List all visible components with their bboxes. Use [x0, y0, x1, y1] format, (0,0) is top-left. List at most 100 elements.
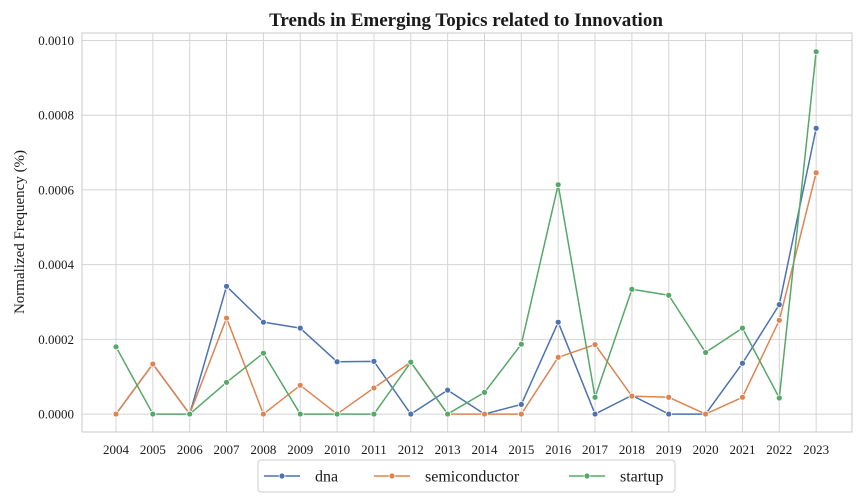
data-point-dna: [259, 318, 267, 326]
x-tick-label: 2006: [177, 442, 204, 457]
y-axis-label: Normalized Frequency (%): [12, 150, 28, 314]
data-point-startup: [296, 410, 304, 418]
legend-box: [257, 459, 676, 493]
data-point-dna: [407, 410, 415, 418]
data-point-startup: [591, 393, 599, 401]
data-point-semiconductor: [517, 410, 525, 418]
chart-title: Trends in Emerging Topics related to Inn…: [269, 10, 663, 31]
x-tick-label: 2011: [361, 442, 387, 457]
data-point-semiconductor: [591, 341, 599, 348]
data-point-startup: [223, 378, 230, 386]
data-point-dna: [665, 410, 673, 418]
legend-label: dna: [315, 469, 338, 486]
y-tick-label: 0.0002: [38, 332, 74, 347]
series-semiconductor: [112, 169, 820, 418]
x-tick-label: 2012: [398, 442, 424, 457]
data-point-semiconductor: [665, 393, 673, 401]
data-point-semiconductor: [259, 410, 267, 418]
data-point-semiconductor: [370, 384, 378, 392]
x-tick-label: 2009: [287, 442, 313, 457]
data-point-startup: [186, 410, 194, 418]
x-tick-label: 2008: [250, 442, 276, 457]
data-point-startup: [517, 340, 525, 348]
data-point-dna: [812, 124, 820, 132]
x-tick-label: 2019: [656, 442, 682, 457]
data-point-dna: [517, 400, 525, 408]
series-dna: [112, 124, 820, 418]
data-point-startup: [259, 349, 267, 357]
x-tick-label: 2004: [103, 442, 130, 457]
series-line-dna: [115, 128, 817, 415]
series-line-semiconductor: [115, 172, 817, 415]
data-point-dna: [739, 359, 746, 367]
legend-swatch-marker: [388, 472, 396, 480]
data-point-semiconductor: [112, 410, 120, 418]
data-point-startup: [554, 181, 562, 189]
data-point-startup: [370, 410, 378, 418]
y-tick-label: 0.0008: [38, 108, 74, 123]
data-point-startup: [407, 358, 415, 366]
data-point-dna: [333, 358, 341, 366]
data-point-startup: [333, 410, 341, 418]
legend-item-dna: dna: [264, 469, 338, 486]
data-point-startup: [665, 291, 673, 299]
data-point-startup: [149, 410, 157, 418]
legend-swatch-marker: [583, 472, 591, 480]
data-point-startup: [739, 324, 746, 332]
data-point-dna: [370, 357, 378, 365]
data-point-startup: [812, 48, 820, 56]
x-tick-label: 2005: [140, 442, 166, 457]
x-tick-label: 2014: [472, 442, 499, 457]
data-point-startup: [702, 349, 709, 356]
y-tick-label: 0.0000: [38, 407, 74, 422]
y-tick-label: 0.0004: [38, 257, 74, 272]
y-tick-label: 0.0010: [38, 33, 74, 48]
data-point-semiconductor: [628, 392, 636, 400]
legend-item-startup: startup: [569, 469, 664, 486]
x-tick-label: 2013: [435, 442, 461, 457]
x-tick-label: 2010: [324, 442, 350, 457]
x-tick-label: 2021: [729, 442, 755, 457]
x-tick-label: 2022: [766, 442, 792, 457]
grid: [82, 33, 852, 432]
data-point-semiconductor: [223, 314, 230, 322]
x-tick-label: 2018: [619, 442, 645, 457]
data-point-dna: [591, 410, 599, 418]
data-point-dna: [444, 386, 452, 394]
x-tick-label: 2015: [508, 442, 534, 457]
data-point-dna: [223, 282, 230, 290]
data-point-semiconductor: [812, 169, 820, 177]
data-point-semiconductor: [739, 393, 746, 401]
data-point-semiconductor: [149, 360, 157, 368]
data-point-startup: [444, 410, 452, 418]
data-point-semiconductor: [775, 316, 783, 324]
series-startup: [112, 48, 820, 418]
x-tick-label: 2007: [214, 442, 241, 457]
data-point-startup: [628, 285, 636, 293]
x-tick-label: 2023: [803, 442, 829, 457]
legend-item-semiconductor: semiconductor: [374, 469, 520, 486]
legend-label: startup: [620, 469, 664, 486]
data-point-semiconductor: [554, 353, 562, 361]
data-point-semiconductor: [702, 410, 709, 418]
x-tick-label: 2020: [693, 442, 719, 457]
data-point-startup: [112, 343, 120, 351]
x-tick-label: 2016: [545, 442, 572, 457]
axis-ticks: 2004 2005 2006 2007 2008 2009 2010 2011 2012 2013…: [38, 33, 829, 457]
data-point-semiconductor: [296, 381, 304, 389]
plot-frame: [81, 32, 853, 433]
legend-label: semiconductor: [425, 469, 520, 486]
data-point-dna: [775, 301, 783, 309]
legend: dna semiconductor startup: [257, 459, 676, 493]
y-tick-label: 0.0006: [38, 182, 74, 197]
data-point-dna: [296, 324, 304, 332]
x-tick-label: 2017: [582, 442, 609, 457]
series-line-startup: [115, 51, 817, 415]
data-point-dna: [554, 318, 562, 326]
legend-swatch-marker: [278, 472, 286, 480]
series-lines: [112, 48, 820, 418]
data-point-startup: [775, 394, 783, 402]
data-point-semiconductor: [481, 410, 488, 418]
data-point-startup: [481, 388, 488, 396]
